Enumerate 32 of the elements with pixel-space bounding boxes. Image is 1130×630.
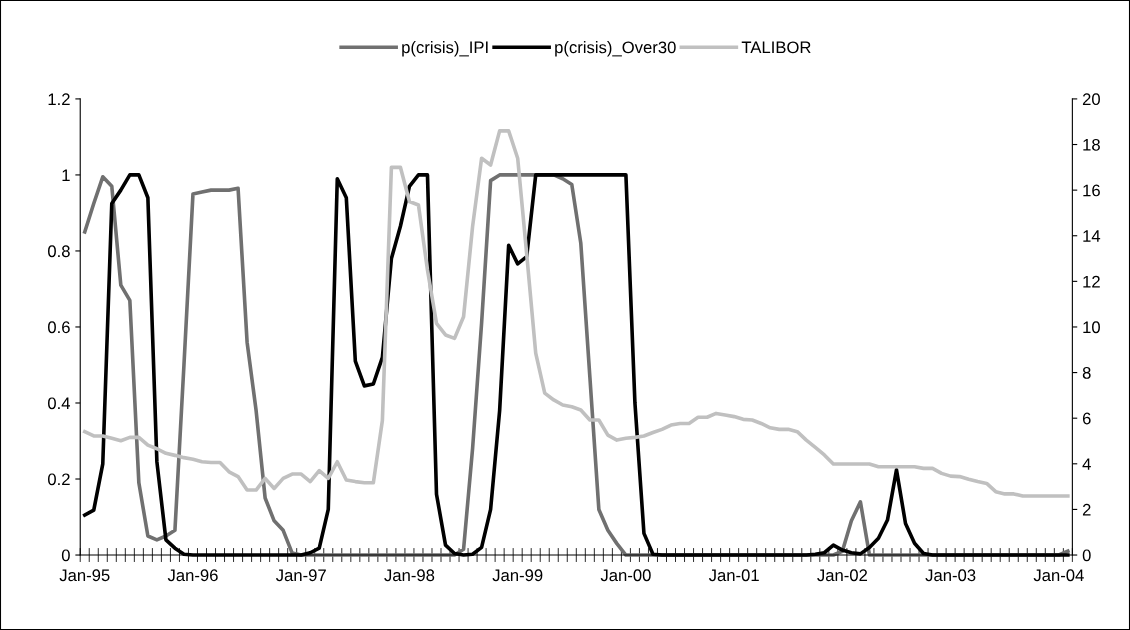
x-tick-label: Jan-01 [708, 569, 759, 582]
legend-label: p(crisis)_Over30 [555, 41, 676, 57]
y2-tick-label: 0 [1082, 549, 1091, 562]
y-tick-label: 1.2 [48, 93, 70, 105]
y2-tick-label: 8 [1082, 366, 1091, 379]
y2-tick-label: 6 [1082, 412, 1091, 425]
y2-tick-label: 18 [1083, 138, 1100, 151]
x-tick-label: Jan-00 [600, 569, 651, 582]
y2-tick-label: 4 [1082, 458, 1091, 470]
x-tick-label: Jan-03 [925, 569, 976, 582]
y2-tick-label: 14 [1083, 230, 1101, 242]
y-tick-label: 0 [61, 549, 70, 562]
y2-tick-label: 20 [1082, 93, 1100, 106]
y-tick-label: 0.8 [47, 245, 70, 258]
y-tick-label: 0.2 [47, 473, 70, 486]
x-tick-label: Jan-95 [59, 569, 110, 582]
y-tick-label: 0.6 [47, 321, 70, 334]
y2-tick-label: 16 [1083, 184, 1100, 197]
y2-tick-label: 12 [1083, 275, 1100, 288]
x-tick-label: Jan-04 [1033, 569, 1084, 582]
x-tick-label: Jan-96 [167, 569, 218, 582]
y-tick-label: 0.4 [47, 397, 71, 410]
y2-tick-label: 2 [1082, 503, 1091, 516]
x-tick-label: Jan-97 [275, 569, 326, 582]
y-tick-label: 1 [62, 169, 70, 181]
legend-label: p(crisis)_IPI [402, 41, 488, 57]
line-series [82, 129, 1070, 498]
y2-tick-label: 10 [1083, 321, 1100, 334]
x-tick-label: Jan-02 [817, 569, 868, 582]
x-tick-label: Jan-99 [492, 569, 543, 582]
legend-label: TALIBOR [741, 41, 811, 54]
x-tick-label: Jan-98 [384, 569, 435, 582]
